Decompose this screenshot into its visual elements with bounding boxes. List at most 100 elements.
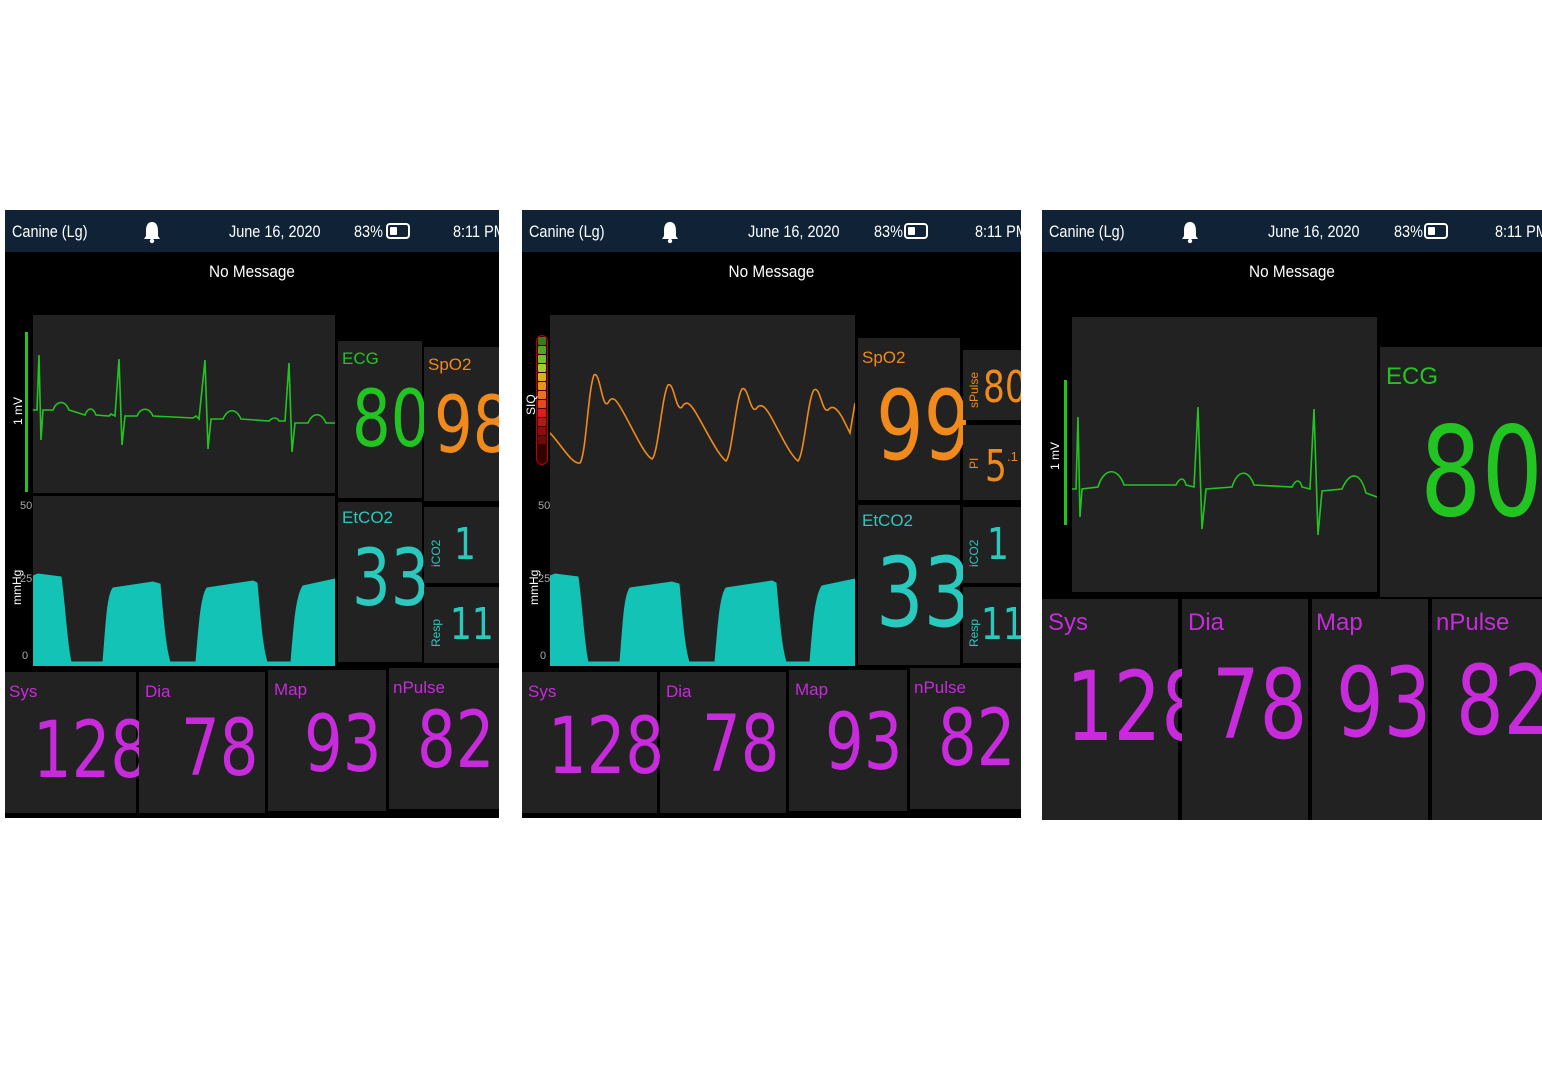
ecg-scale-label: 1 mV [1048, 441, 1062, 470]
co2-tick-top: 50 [20, 500, 33, 512]
siq-indicator [536, 335, 548, 465]
spulse-label: sPulse [967, 371, 981, 408]
ico2-panel[interactable]: iCO2 1 [963, 507, 1021, 583]
co2-axis-label: mmHg [10, 569, 24, 605]
ico2-panel[interactable]: iCO2 1 [424, 507, 499, 583]
date-display: June 16, 2020 [748, 222, 840, 241]
co2-tick-mid: 25 [20, 573, 33, 585]
ecg-scale-label: 1 mV [11, 396, 25, 425]
battery-percent: 83% [1394, 222, 1423, 241]
ecg-label: ECG [1386, 363, 1439, 390]
clock: 8:11 PM [1495, 222, 1542, 241]
dia-label: Dia [666, 682, 692, 701]
co2-axis-label: mmHg [527, 569, 541, 605]
sys-panel[interactable]: Sys 128 [1042, 599, 1209, 820]
sys-label: Sys [528, 682, 557, 701]
co2-waveform-panel[interactable] [33, 496, 335, 666]
ecg-trace [33, 354, 335, 453]
siq-label: SIQ [524, 394, 538, 415]
resp-panel[interactable]: Resp 11 [424, 587, 499, 663]
dia-panel[interactable]: Dia 78 [139, 672, 265, 813]
ecg-waveform-panel[interactable] [33, 315, 335, 493]
ico2-value: 1 [454, 519, 476, 570]
ecg-label: ECG [342, 349, 379, 368]
patient-type[interactable]: Canine (Lg) [12, 222, 88, 241]
sys-value: 128 [33, 706, 150, 796]
npulse-value: 82 [938, 694, 1016, 784]
map-label: Map [795, 680, 829, 699]
co2-waveform [33, 573, 335, 666]
co2-waveform-panel[interactable] [550, 496, 855, 666]
pleth-waveform [550, 374, 855, 464]
npulse-label: nPulse [1436, 609, 1510, 636]
map-panel[interactable]: Map 93 [268, 670, 386, 811]
npulse-panel[interactable]: nPulse 82 [389, 668, 499, 809]
resp-label: Resp [967, 618, 981, 647]
pi-label: PI [967, 457, 981, 469]
map-panel[interactable]: Map 93 [1312, 599, 1432, 820]
resp-panel[interactable]: Resp 11 [963, 587, 1021, 663]
sys-label: Sys [1048, 609, 1089, 636]
npulse-panel[interactable]: nPulse 82 [910, 668, 1021, 809]
co2-tick-top: 50 [538, 500, 551, 512]
ecg-numeric-panel[interactable]: ECG 80 [1380, 347, 1542, 597]
patient-type[interactable]: Canine (Lg) [529, 222, 605, 241]
spo2-label: SpO2 [862, 348, 906, 367]
etco2-numeric-panel[interactable]: EtCO2 33 [858, 505, 971, 665]
battery-percent: 83% [874, 222, 903, 241]
ecg-scale-bar [1064, 380, 1067, 525]
co2-tick-mid: 25 [538, 573, 551, 585]
monitor-screen-1: Canine (Lg) June 16, 2020 83% 8:11 PM No… [5, 210, 499, 818]
ecg-value: 80 [1420, 401, 1542, 545]
date-display: June 16, 2020 [1268, 222, 1360, 241]
dia-value: 78 [702, 700, 780, 790]
dia-panel[interactable]: Dia 78 [1182, 599, 1308, 820]
ecg-value: 80 [352, 375, 430, 465]
etco2-label: EtCO2 [342, 508, 394, 527]
sys-panel[interactable]: Sys 128 [5, 672, 149, 813]
clock: 8:11 PM [975, 222, 1021, 241]
npulse-label: nPulse [914, 678, 966, 697]
dia-label: Dia [1188, 609, 1225, 636]
co2-waveform [550, 573, 855, 666]
bell-icon[interactable] [1179, 220, 1201, 244]
etco2-numeric-panel[interactable]: EtCO2 33 [338, 502, 429, 662]
npulse-value: 82 [417, 696, 495, 786]
ecg-trace [1072, 406, 1377, 536]
resp-label: Resp [429, 618, 443, 647]
spulse-panel[interactable]: sPulse 80 [963, 350, 1021, 420]
bell-icon[interactable] [141, 220, 163, 244]
co2-trace [33, 573, 335, 666]
sys-panel[interactable]: Sys 128 [522, 672, 664, 813]
ecg-waveform [1072, 406, 1377, 536]
spo2-label: SpO2 [428, 355, 472, 374]
resp-value: 11 [450, 599, 494, 650]
co2-trace [550, 573, 855, 666]
spo2-numeric-panel[interactable]: SpO2 99 [858, 338, 971, 500]
map-label: Map [274, 680, 308, 699]
map-value: 93 [1336, 647, 1432, 759]
message-line: No Message [209, 262, 295, 281]
npulse-panel[interactable]: nPulse 82 [1432, 599, 1542, 820]
ecg-numeric-panel[interactable]: ECG 80 [338, 341, 429, 498]
spulse-value: 80 [983, 362, 1021, 413]
bell-icon[interactable] [659, 220, 681, 244]
map-label: Map [1316, 609, 1363, 636]
monitor-screen-3: Canine (Lg) June 16, 2020 83% 8:11 PM No… [1042, 210, 1542, 820]
spo2-numeric-panel[interactable]: SpO2 98 [424, 347, 499, 501]
map-panel[interactable]: Map 93 [789, 670, 907, 811]
pi-panel[interactable]: PI 5 .1 [963, 425, 1021, 500]
dia-label: Dia [145, 682, 171, 701]
status-bar: Canine (Lg) June 16, 2020 83% 8:11 PM [5, 210, 499, 252]
pi-decimal: .1 [1007, 449, 1018, 464]
resp-value: 11 [981, 599, 1021, 650]
pi-value: 5 [985, 441, 1007, 492]
ecg-waveform-panel[interactable] [1072, 317, 1377, 592]
patient-type[interactable]: Canine (Lg) [1049, 222, 1125, 241]
dia-panel[interactable]: Dia 78 [660, 672, 786, 813]
ecg-waveform [33, 354, 335, 453]
dia-value: 78 [181, 704, 259, 794]
pleth-waveform-panel[interactable] [550, 315, 855, 500]
status-bar: Canine (Lg) June 16, 2020 83% 8:11 PM [522, 210, 1021, 252]
dia-value: 78 [1212, 649, 1308, 761]
